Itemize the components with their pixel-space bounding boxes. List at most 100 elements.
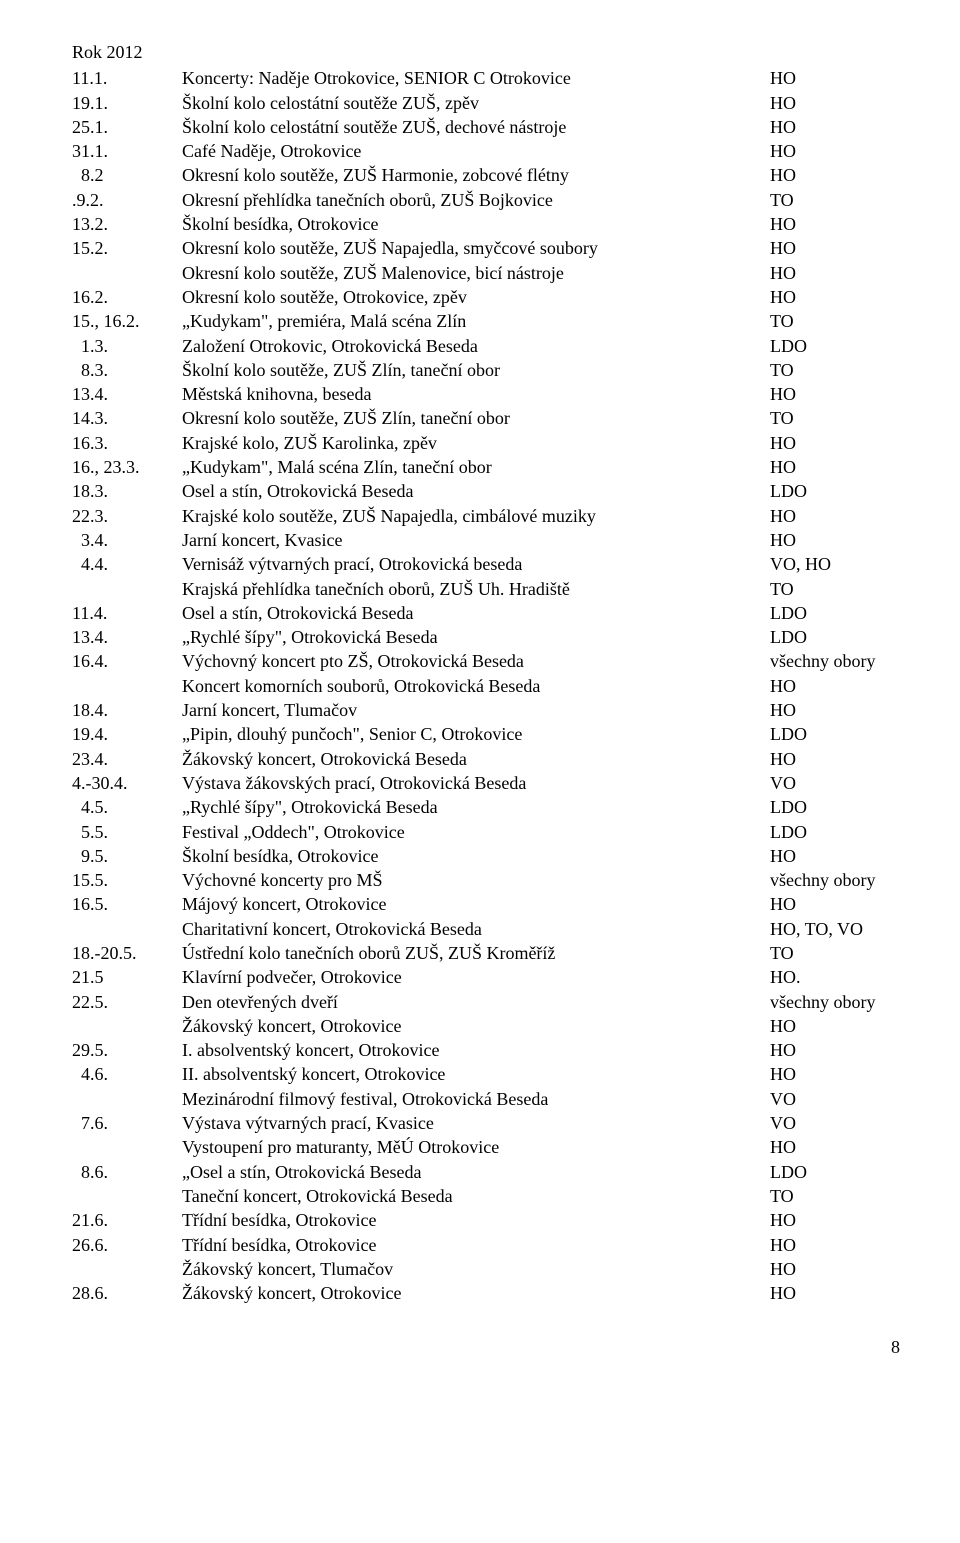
desc-cell: Jarní koncert, Kvasice [182,528,770,552]
desc-cell: Žákovský koncert, Otrokovice [182,1014,770,1038]
date-cell: 29.5. [72,1038,182,1062]
date-cell: 1.3. [72,334,182,358]
desc-cell: Osel a stín, Otrokovická Beseda [182,601,770,625]
desc-cell: Café Naděje, Otrokovice [182,139,770,163]
code-cell: HO [770,139,900,163]
date-cell: 15.5. [72,868,182,892]
code-cell: HO [770,382,900,406]
date-cell: 11.4. [72,601,182,625]
date-cell [72,577,182,601]
date-cell: 16.3. [72,431,182,455]
date-cell: 18.-20.5. [72,941,182,965]
desc-cell: Výstava výtvarných prací, Kvasice [182,1111,770,1135]
date-cell [72,917,182,941]
desc-cell: I. absolventský koncert, Otrokovice [182,1038,770,1062]
code-cell: HO [770,674,900,698]
code-cell: všechny obory [770,868,900,892]
date-cell: 11.1. [72,66,182,90]
code-cell: HO [770,66,900,90]
table-row: .9.2.Okresní přehlídka tanečních oborů, … [72,188,900,212]
desc-cell: „Kudykam", Malá scéna Zlín, taneční obor [182,455,770,479]
desc-cell: Městská knihovna, beseda [182,382,770,406]
desc-cell: Májový koncert, Otrokovice [182,892,770,916]
table-row: 4.6.II. absolventský koncert, Otrokovice… [72,1062,900,1086]
date-cell: 13.4. [72,382,182,406]
code-cell: LDO [770,1160,900,1184]
table-row: 8.6.„Osel a stín, Otrokovická BesedaLDO [72,1160,900,1184]
desc-cell: Třídní besídka, Otrokovice [182,1233,770,1257]
date-cell: 8.3. [72,358,182,382]
desc-cell: Krajská přehlídka tanečních oborů, ZUŠ U… [182,577,770,601]
date-cell: 13.4. [72,625,182,649]
table-row: 19.1.Školní kolo celostátní soutěže ZUŠ,… [72,91,900,115]
table-row: 3.4.Jarní koncert, KvasiceHO [72,528,900,552]
date-cell: 25.1. [72,115,182,139]
code-cell: LDO [770,722,900,746]
code-cell: všechny obory [770,649,900,673]
table-row: Taneční koncert, Otrokovická BesedaTO [72,1184,900,1208]
date-cell: 8.6. [72,1160,182,1184]
table-row: 14.3.Okresní kolo soutěže, ZUŠ Zlín, tan… [72,406,900,430]
desc-cell: Školní besídka, Otrokovice [182,212,770,236]
date-cell: 19.1. [72,91,182,115]
desc-cell: Výchovné koncerty pro MŠ [182,868,770,892]
table-row: 13.2.Školní besídka, OtrokoviceHO [72,212,900,236]
table-row: 16.3.Krajské kolo, ZUŠ Karolinka, zpěvHO [72,431,900,455]
date-cell: 26.6. [72,1233,182,1257]
code-cell: LDO [770,820,900,844]
desc-cell: Taneční koncert, Otrokovická Beseda [182,1184,770,1208]
date-cell: 16.2. [72,285,182,309]
date-cell: 21.5 [72,965,182,989]
code-cell: LDO [770,334,900,358]
desc-cell: Školní kolo celostátní soutěže ZUŠ, dech… [182,115,770,139]
table-row: 15.2.Okresní kolo soutěže, ZUŠ Napajedla… [72,236,900,260]
table-row: 28.6.Žákovský koncert, OtrokoviceHO [72,1281,900,1305]
desc-cell: Osel a stín, Otrokovická Beseda [182,479,770,503]
desc-cell: Školní kolo celostátní soutěže ZUŠ, zpěv [182,91,770,115]
table-row: 11.1.Koncerty: Naděje Otrokovice, SENIOR… [72,66,900,90]
desc-cell: II. absolventský koncert, Otrokovice [182,1062,770,1086]
table-row: Koncert komorních souborů, Otrokovická B… [72,674,900,698]
date-cell: 15., 16.2. [72,309,182,333]
code-cell: HO [770,236,900,260]
code-cell: HO [770,1233,900,1257]
table-row: 25.1.Školní kolo celostátní soutěže ZUŠ,… [72,115,900,139]
desc-cell: Den otevřených dveří [182,990,770,1014]
desc-cell: Ústřední kolo tanečních oborů ZUŠ, ZUŠ K… [182,941,770,965]
code-cell: HO [770,1281,900,1305]
code-cell: HO [770,892,900,916]
table-row: 29.5.I. absolventský koncert, Otrokovice… [72,1038,900,1062]
code-cell: HO [770,1014,900,1038]
desc-cell: Okresní kolo soutěže, ZUŠ Harmonie, zobc… [182,163,770,187]
code-cell: VO [770,1111,900,1135]
desc-cell: Klavírní podvečer, Otrokovice [182,965,770,989]
date-cell: 19.4. [72,722,182,746]
date-cell [72,1257,182,1281]
desc-cell: Žákovský koncert, Otrokovická Beseda [182,747,770,771]
code-cell: HO [770,212,900,236]
desc-cell: Okresní kolo soutěže, ZUŠ Napajedla, smy… [182,236,770,260]
table-row: 13.4.„Rychlé šípy", Otrokovická BesedaLD… [72,625,900,649]
desc-cell: Koncerty: Naděje Otrokovice, SENIOR C Ot… [182,66,770,90]
code-cell: TO [770,406,900,430]
table-row: 26.6.Třídní besídka, OtrokoviceHO [72,1233,900,1257]
table-row: Okresní kolo soutěže, ZUŠ Malenovice, bi… [72,261,900,285]
date-cell: 23.4. [72,747,182,771]
date-cell [72,674,182,698]
code-cell: TO [770,358,900,382]
table-row: 8.3.Školní kolo soutěže, ZUŠ Zlín, taneč… [72,358,900,382]
table-row: 16.5.Májový koncert, OtrokoviceHO [72,892,900,916]
code-cell: VO [770,1087,900,1111]
code-cell: VO [770,771,900,795]
date-cell: 28.6. [72,1281,182,1305]
code-cell: TO [770,577,900,601]
desc-cell: Krajské kolo, ZUŠ Karolinka, zpěv [182,431,770,455]
code-cell: HO [770,455,900,479]
table-row: 16.2.Okresní kolo soutěže, Otrokovice, z… [72,285,900,309]
table-row: 15.5.Výchovné koncerty pro MŠvšechny obo… [72,868,900,892]
table-row: 1.3.Založení Otrokovic, Otrokovická Bese… [72,334,900,358]
date-cell: 22.5. [72,990,182,1014]
desc-cell: Třídní besídka, Otrokovice [182,1208,770,1232]
code-cell: HO [770,431,900,455]
code-cell: LDO [770,479,900,503]
